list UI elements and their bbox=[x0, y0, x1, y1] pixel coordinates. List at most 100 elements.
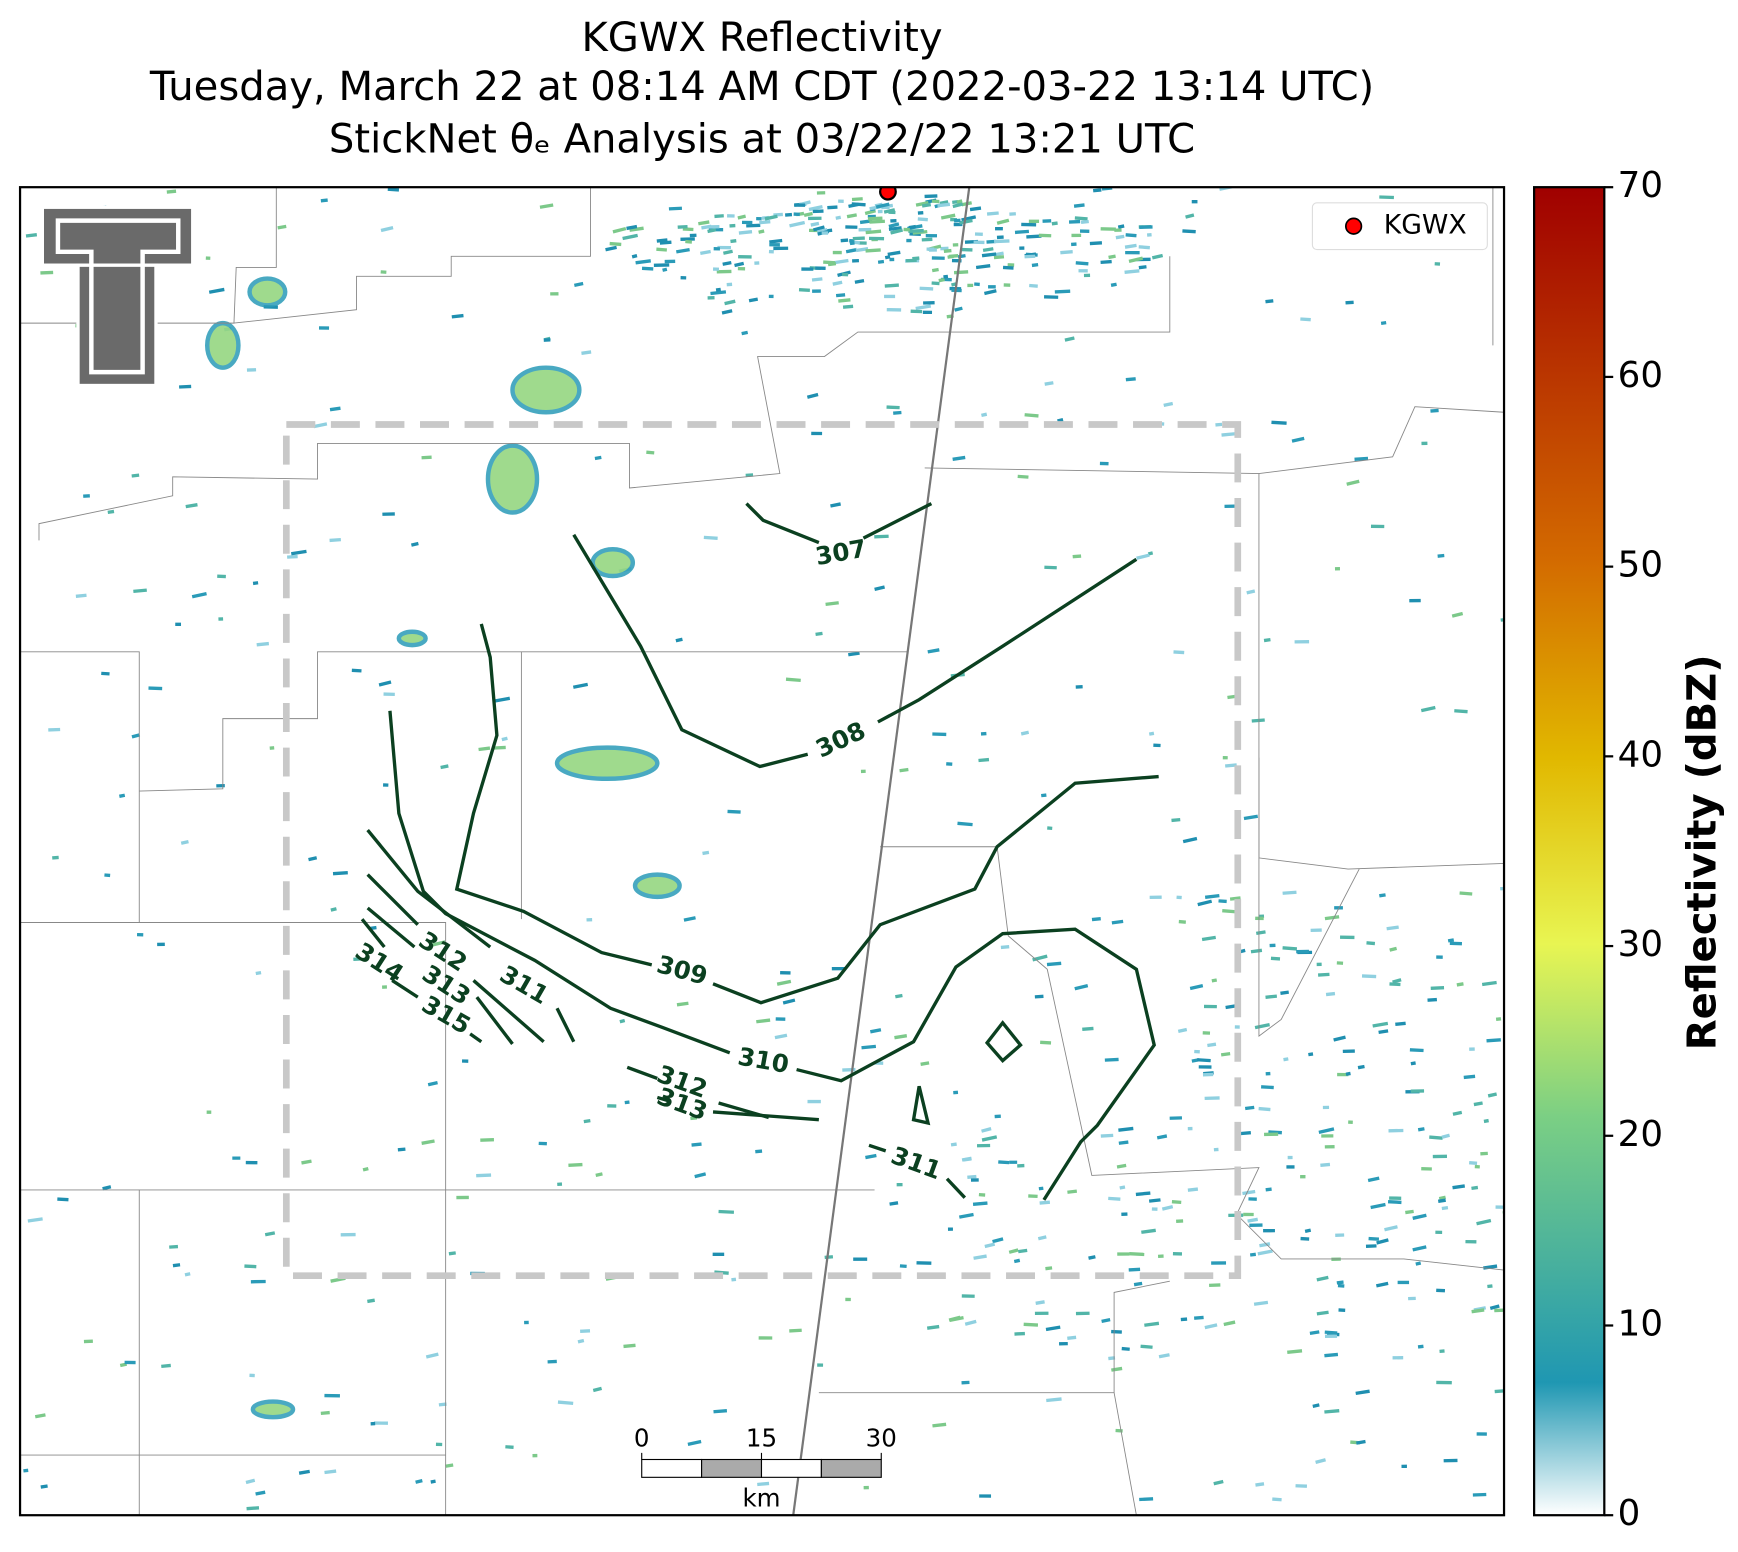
radar-echo bbox=[494, 696, 511, 703]
radar-echo bbox=[952, 455, 966, 461]
radar-echo bbox=[888, 222, 900, 229]
radar-echo bbox=[1018, 1248, 1028, 1254]
radar-echo bbox=[812, 209, 824, 214]
radar-echo bbox=[1114, 228, 1122, 232]
colorbar-tick-label: 40 bbox=[1618, 734, 1663, 775]
radar-echo bbox=[1042, 219, 1052, 223]
radar-echo bbox=[1139, 225, 1153, 229]
radar-echo bbox=[1342, 1049, 1355, 1054]
radar-echo bbox=[1073, 203, 1085, 208]
radar-echo bbox=[926, 247, 935, 251]
analysis-domain bbox=[282, 421, 1242, 1280]
radar-echo bbox=[590, 547, 636, 579]
radar-echo bbox=[1187, 1187, 1199, 1192]
radar-echo bbox=[1375, 1281, 1389, 1288]
radar-echo bbox=[1272, 1497, 1282, 1502]
radar-echo bbox=[1257, 1249, 1273, 1256]
radar-echo bbox=[1263, 637, 1271, 643]
radar-echo bbox=[501, 736, 508, 742]
radar-echo bbox=[712, 267, 720, 271]
radar-echo bbox=[776, 979, 792, 986]
radar-echo bbox=[1197, 1058, 1211, 1063]
radar-echo bbox=[492, 745, 506, 750]
radar-echo bbox=[431, 940, 446, 947]
radar-echo bbox=[1135, 1191, 1151, 1197]
radar-echo bbox=[83, 494, 90, 498]
radar-echo bbox=[830, 502, 841, 508]
radar-echo bbox=[1083, 273, 1091, 278]
radar-echo bbox=[1336, 961, 1344, 965]
logo bbox=[40, 205, 195, 388]
radar-echo bbox=[687, 1439, 702, 1447]
radar-echo bbox=[961, 247, 973, 252]
radar-echo bbox=[1259, 1242, 1271, 1248]
radar-echo bbox=[943, 274, 949, 279]
radar-echo bbox=[1408, 1296, 1416, 1301]
radar-echo bbox=[1125, 233, 1137, 238]
radar-echo bbox=[1436, 1380, 1452, 1385]
radar-echo bbox=[1158, 1353, 1170, 1359]
radar-echo bbox=[425, 1352, 439, 1359]
radar-echo bbox=[247, 276, 288, 308]
radar-echo bbox=[1215, 422, 1223, 427]
radar-echo bbox=[1316, 1310, 1329, 1316]
radar-echo bbox=[851, 197, 863, 202]
radar-echo bbox=[244, 1264, 257, 1269]
radar-echo bbox=[101, 671, 110, 676]
radar-echo bbox=[557, 1182, 563, 1187]
radar-echo bbox=[320, 198, 328, 203]
radar-echo bbox=[330, 907, 337, 912]
radar-echo bbox=[1283, 1057, 1289, 1062]
radar-echo bbox=[917, 210, 924, 215]
radar-echo bbox=[886, 405, 900, 410]
radar-echo bbox=[635, 259, 651, 265]
radar-echo bbox=[967, 283, 974, 288]
radar-echo bbox=[910, 309, 923, 314]
radar-echo bbox=[1151, 253, 1164, 260]
radar-echo bbox=[1324, 1352, 1339, 1358]
radar-echo bbox=[250, 1279, 266, 1284]
radar-echo bbox=[52, 855, 59, 860]
radar-echo bbox=[1392, 978, 1402, 984]
state-border bbox=[792, 187, 971, 1516]
radar-echo bbox=[703, 535, 718, 540]
radar-echo bbox=[1379, 195, 1394, 200]
radar-echo bbox=[1366, 941, 1376, 946]
radar-echo bbox=[367, 1298, 375, 1304]
radar-echo bbox=[1246, 589, 1256, 595]
title: KGWX Reflectivity bbox=[581, 15, 942, 61]
radar-echo bbox=[1034, 994, 1044, 999]
radar-echo bbox=[1178, 919, 1186, 924]
radar-echo bbox=[832, 250, 842, 255]
radar-echo bbox=[946, 762, 953, 766]
radar-echo bbox=[959, 218, 973, 225]
radar-echo bbox=[737, 266, 746, 271]
radar-echo bbox=[1171, 817, 1181, 823]
radar-echo bbox=[1176, 1219, 1184, 1223]
radar-echo bbox=[1203, 1004, 1217, 1009]
radar-echo bbox=[757, 1481, 770, 1487]
radar-echo bbox=[124, 1360, 136, 1365]
radar-echo bbox=[631, 254, 638, 259]
radar-echo bbox=[981, 412, 988, 418]
radar-echo bbox=[148, 686, 163, 691]
radar-echo bbox=[1223, 1320, 1236, 1327]
radar-echo bbox=[245, 1478, 256, 1485]
radar-echo bbox=[252, 581, 259, 586]
radar-echo bbox=[1454, 709, 1468, 714]
radar-echo bbox=[961, 1380, 970, 1385]
radar-echo bbox=[1007, 263, 1015, 267]
radar-echo bbox=[1225, 763, 1237, 768]
radar-echo bbox=[641, 266, 654, 271]
radar-echo bbox=[715, 287, 721, 292]
radar-echo bbox=[1169, 1116, 1183, 1120]
radar-echo bbox=[456, 1195, 469, 1200]
radar-echo bbox=[136, 932, 144, 937]
radar-echo bbox=[998, 1160, 1010, 1165]
radar-echo bbox=[759, 219, 771, 225]
radar-echo bbox=[896, 1182, 903, 1187]
radar-echoes bbox=[23, 187, 1505, 1511]
radar-echo bbox=[1380, 320, 1387, 326]
contour-label: 307 bbox=[813, 534, 868, 571]
radar-echo bbox=[727, 809, 741, 814]
